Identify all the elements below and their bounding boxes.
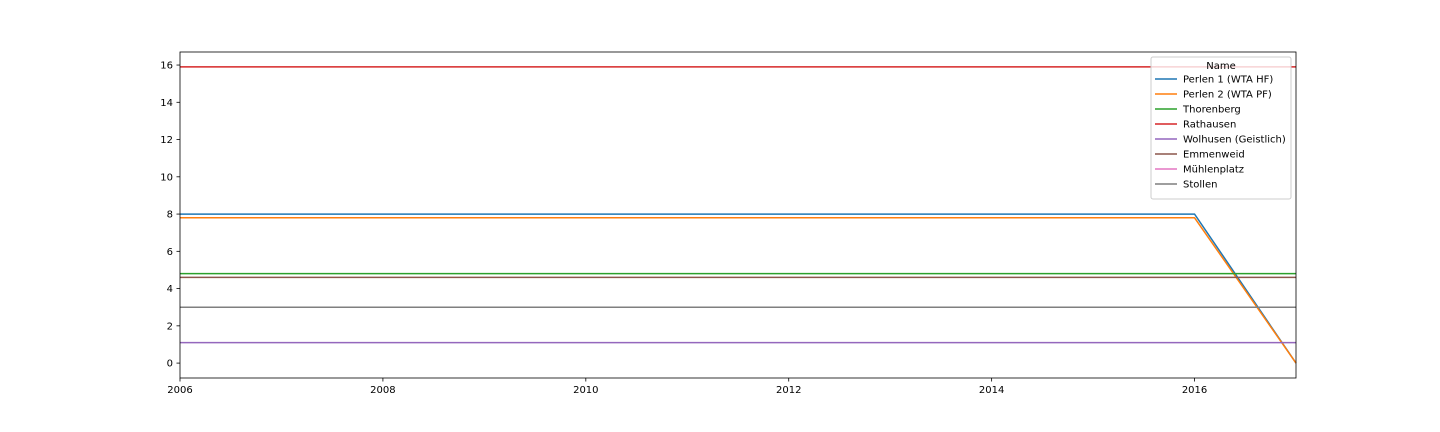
legend-label-6: Emmenweid (1183, 150, 1245, 161)
series-line-2 (180, 217, 1297, 364)
legend-label-2: Perlen 2 (WTA PF) (1183, 90, 1272, 101)
x-tick-label: 2010 (573, 385, 598, 396)
x-tick-label: 2006 (167, 385, 192, 396)
legend-box (1150, 56, 1292, 200)
y-tick-label: 2 (167, 321, 173, 332)
legend-title: Name (1206, 61, 1236, 72)
x-tick-label: 2008 (370, 385, 395, 396)
legend-label-7: Mühlenplatz (1183, 165, 1244, 176)
y-tick-label: 6 (167, 247, 173, 258)
x-axis: 2006 2008 2010 2012 2014 2016 (167, 378, 1207, 396)
legend-label-5: Wolhusen (Geistlich) (1183, 135, 1286, 146)
plot-frame (179, 51, 1297, 379)
y-tick-label: 0 (167, 359, 173, 370)
legend-label-4: Rathausen (1183, 120, 1236, 131)
x-tick-label: 2012 (776, 385, 801, 396)
series-layer (180, 66, 1297, 364)
x-tick-label: 2014 (979, 385, 1004, 396)
y-tick-label: 12 (160, 135, 173, 146)
legend: Name Perlen 1 (WTA HF) Perlen 2 (WTA PF) T… (1150, 56, 1292, 200)
y-tick-label: 14 (160, 98, 173, 109)
y-axis: 0 2 4 6 8 10 12 14 16 (160, 61, 180, 370)
legend-label-3: Thorenberg (1182, 105, 1241, 116)
x-tick-label: 2016 (1182, 385, 1207, 396)
y-tick-label: 10 (160, 172, 173, 183)
legend-label-8: Stollen (1183, 180, 1217, 191)
y-tick-label: 8 (167, 210, 173, 221)
y-tick-label: 4 (167, 284, 173, 295)
series-line-1 (180, 213, 1297, 364)
legend-label-1: Perlen 1 (WTA HF) (1183, 75, 1273, 86)
y-tick-label: 16 (160, 61, 173, 72)
